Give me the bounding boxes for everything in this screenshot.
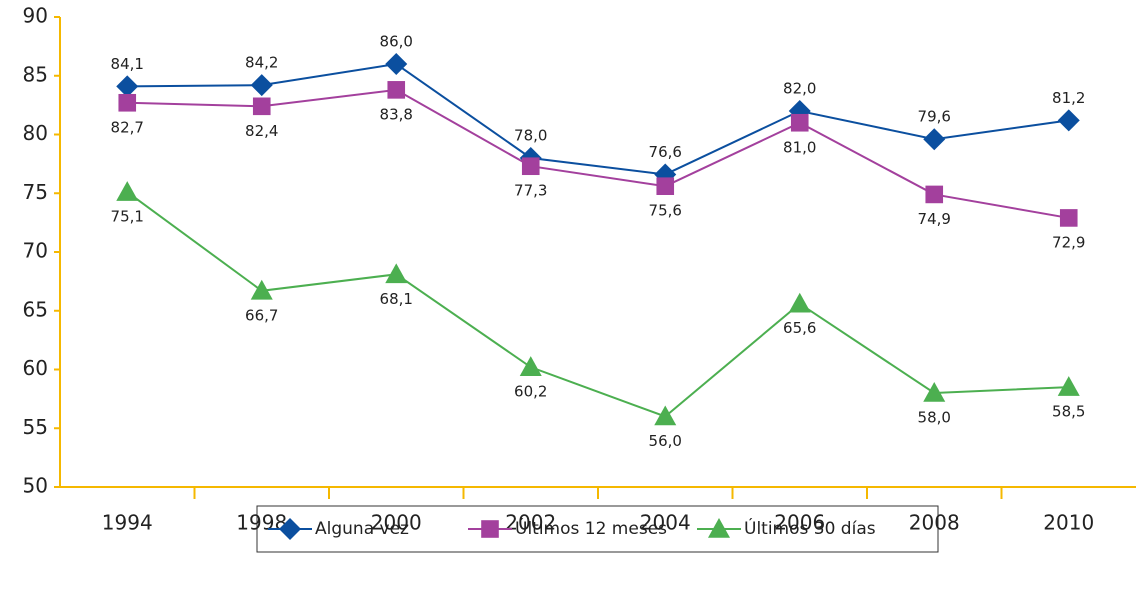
- marker: [519, 356, 542, 376]
- y-tick-label: 70: [23, 239, 48, 263]
- marker: [385, 263, 408, 284]
- data-label: 83,8: [380, 105, 413, 123]
- y-tick-label: 50: [23, 474, 48, 498]
- data-label: 79,6: [918, 108, 951, 126]
- data-label: 56,0: [649, 432, 682, 450]
- data-label: 82,7: [111, 118, 144, 136]
- marker: [788, 292, 811, 313]
- data-label: 84,1: [111, 55, 144, 73]
- data-label: 76,6: [649, 143, 682, 161]
- data-label: 84,2: [245, 54, 278, 72]
- marker: [116, 75, 139, 98]
- data-label: 74,9: [918, 210, 951, 228]
- data-label: 72,9: [1052, 233, 1085, 251]
- x-tick-label: 1998: [236, 511, 287, 535]
- marker: [923, 128, 946, 151]
- x-tick-label: 2000: [371, 511, 422, 535]
- legend-label: Últimos 12 meses: [515, 517, 667, 539]
- marker: [656, 177, 675, 195]
- series-line: [126, 191, 1069, 418]
- y-tick-label: 85: [23, 62, 48, 86]
- y-tick-label: 60: [23, 356, 48, 380]
- marker: [387, 81, 406, 99]
- marker: [1057, 376, 1080, 396]
- marker: [790, 113, 809, 132]
- marker: [250, 74, 273, 97]
- series-line: [127, 62, 1069, 176]
- data-label: 86,0: [380, 33, 413, 51]
- x-tick-label: 1994: [102, 511, 153, 535]
- marker: [708, 518, 730, 538]
- marker: [481, 520, 499, 538]
- marker: [252, 97, 271, 116]
- legend-box: [256, 505, 939, 553]
- marker: [116, 181, 139, 201]
- x-tick-label: 2010: [1043, 511, 1094, 535]
- y-tick-label: 65: [23, 297, 48, 321]
- data-label: 58,0: [918, 409, 951, 427]
- legend-label: Últimos 30 días: [744, 517, 876, 539]
- y-tick-label: 55: [23, 415, 48, 439]
- data-label: 82,0: [783, 80, 816, 98]
- x-tick-label: 2002: [505, 511, 556, 535]
- data-label: 82,4: [245, 122, 278, 140]
- data-label: 75,1: [111, 208, 144, 226]
- data-label: 75,6: [649, 202, 682, 220]
- marker: [250, 279, 273, 300]
- data-label: 78,0: [514, 127, 547, 145]
- data-label: 81,2: [1052, 89, 1085, 107]
- marker: [279, 518, 301, 540]
- y-tick-label: 90: [23, 4, 48, 28]
- marker: [654, 405, 677, 426]
- data-label: 81,0: [783, 138, 816, 156]
- marker: [923, 382, 946, 402]
- data-label: 77,3: [514, 182, 547, 200]
- marker: [1059, 209, 1078, 227]
- marker: [118, 93, 137, 112]
- x-tick-label: 2006: [774, 511, 825, 535]
- y-tick-label: 80: [23, 121, 48, 145]
- data-label: 60,2: [514, 383, 547, 401]
- data-label: 65,6: [783, 319, 816, 337]
- x-tick-label: 2008: [909, 511, 960, 535]
- y-tick-label: 75: [23, 180, 48, 204]
- data-label: 68,1: [380, 290, 413, 308]
- data-label: 66,7: [245, 306, 278, 324]
- series-line: [127, 88, 1069, 219]
- marker: [521, 157, 540, 176]
- marker: [385, 53, 408, 75]
- legend-label: Alguna vez: [315, 519, 409, 539]
- data-label: 58,5: [1052, 403, 1085, 421]
- x-tick-label: 2004: [640, 511, 691, 535]
- marker: [1057, 109, 1080, 132]
- marker: [925, 185, 944, 204]
